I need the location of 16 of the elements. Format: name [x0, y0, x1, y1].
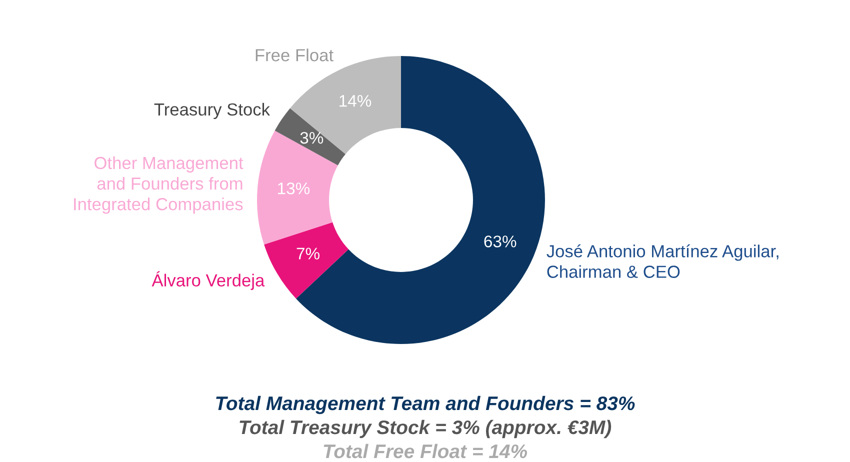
text: Total Free Float = 14%: [324, 444, 528, 458]
slice-label: Treasury Stock: [154, 102, 270, 120]
text: Total Management Team and Founders = 83%: [216, 396, 635, 414]
data-label: 3%: [300, 132, 324, 144]
data-label: 7%: [296, 248, 320, 260]
donut-slice: [264, 222, 349, 299]
text: Total Treasury Stock = 3% (approx. €3M): [240, 420, 612, 438]
slice-label: Other Management and Founders from Integrated Companies: [74, 156, 244, 214]
data-label: 14%: [340, 95, 372, 107]
donut-slice: [274, 108, 346, 166]
slice-label: Álvaro Verdeja: [152, 271, 265, 290]
data-label: 13%: [278, 182, 310, 194]
slice-label: Free Float: [256, 48, 334, 62]
slice-label: José Antonio Martínez Aguilar, Chairman & CEO: [546, 244, 778, 278]
data-label: 63%: [484, 236, 516, 248]
donut-slice: [257, 130, 338, 244]
